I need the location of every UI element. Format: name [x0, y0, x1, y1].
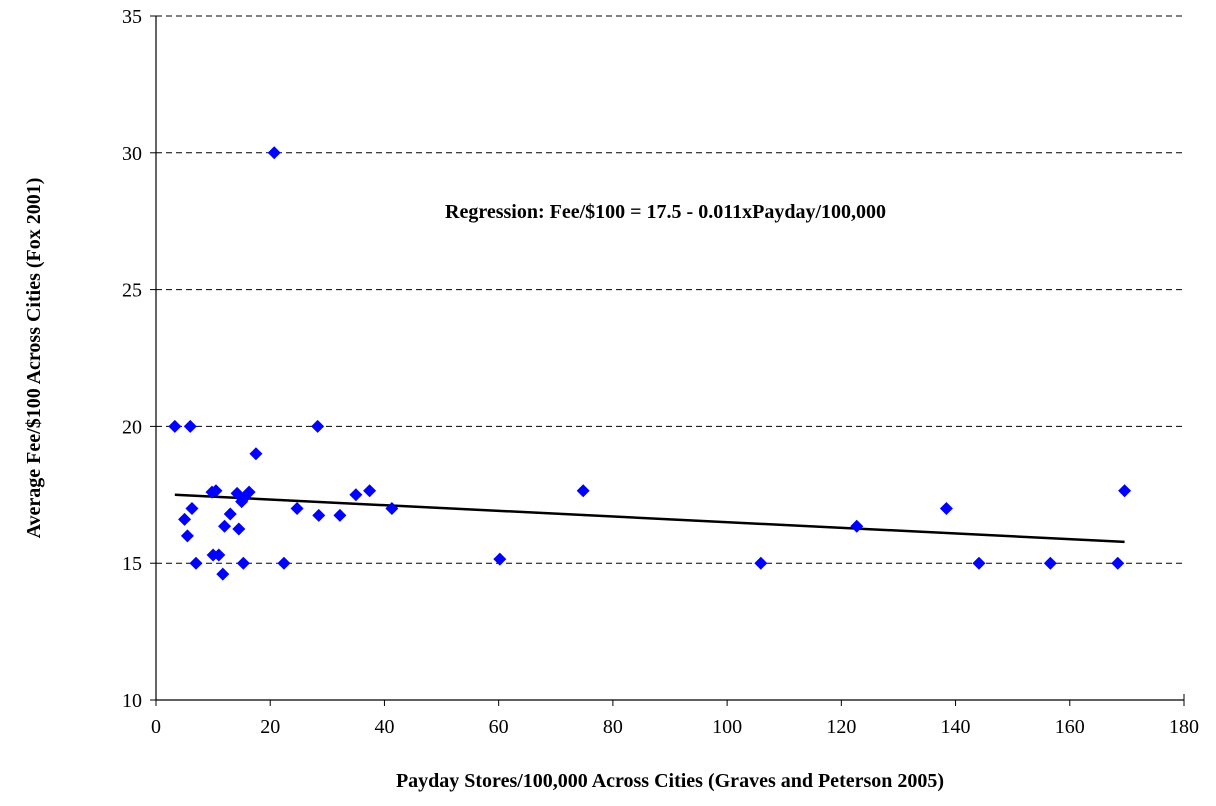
data-point — [850, 519, 864, 533]
data-point — [218, 519, 232, 533]
data-point — [180, 529, 194, 543]
x-tick-label: 60 — [489, 716, 509, 738]
regression-line — [174, 493, 1125, 544]
data-point — [189, 556, 203, 570]
x-tick-label: 100 — [712, 716, 742, 738]
regression-line-group — [174, 493, 1125, 544]
x-tick-label: 20 — [260, 716, 280, 738]
y-tick-label: 30 — [122, 143, 142, 165]
data-point — [249, 447, 263, 461]
data-point — [290, 501, 304, 515]
data-point — [209, 484, 223, 498]
data-point — [267, 146, 281, 160]
x-tick-label: 160 — [1055, 716, 1085, 738]
data-point — [333, 508, 347, 522]
x-tick-label: 180 — [1169, 716, 1199, 738]
data-point — [183, 419, 197, 433]
data-point — [277, 556, 291, 570]
x-tick-label: 0 — [151, 716, 161, 738]
data-point — [754, 556, 768, 570]
data-point — [216, 567, 230, 581]
x-axis-title: Payday Stores/100,000 Across Cities (Gra… — [396, 770, 944, 792]
data-point — [939, 501, 953, 515]
data-point — [1118, 484, 1132, 498]
tick-labels: 10 15 20 25 30 35 0 20 40 60 80 100 120 140 160 180 — [122, 6, 1199, 738]
data-point — [223, 507, 237, 521]
data-point — [349, 488, 363, 502]
data-point — [168, 419, 182, 433]
data-point — [212, 548, 226, 562]
data-point — [311, 419, 325, 433]
y-axis-title: Average Fee/$100 Across Cities (Fox 2001… — [23, 178, 45, 539]
x-tick-label: 80 — [603, 716, 623, 738]
x-tick-label: 120 — [826, 716, 856, 738]
data-point — [312, 508, 326, 522]
data-point — [385, 501, 399, 515]
axes — [155, 16, 1185, 701]
regression-annotation: Regression: Fee/$100 = 17.5 - 0.011xPayd… — [445, 201, 886, 223]
y-tick-label: 15 — [122, 553, 142, 575]
gridlines — [156, 15, 1184, 564]
data-point — [242, 485, 256, 499]
data-point — [232, 522, 246, 536]
x-tick-label: 40 — [374, 716, 394, 738]
y-tick-label: 35 — [122, 6, 142, 28]
data-point — [493, 552, 507, 566]
data-point — [178, 512, 192, 526]
data-point — [972, 556, 986, 570]
x-tick-label: 140 — [941, 716, 971, 738]
y-tick-label: 20 — [122, 416, 142, 438]
data-point — [1043, 556, 1057, 570]
y-tick-label: 25 — [122, 280, 142, 302]
data-point — [236, 556, 250, 570]
data-point — [1111, 556, 1125, 570]
data-point — [576, 484, 590, 498]
data-point — [363, 484, 377, 498]
data-points — [168, 146, 1132, 581]
data-point — [185, 501, 199, 515]
y-tick-label: 10 — [122, 690, 142, 712]
